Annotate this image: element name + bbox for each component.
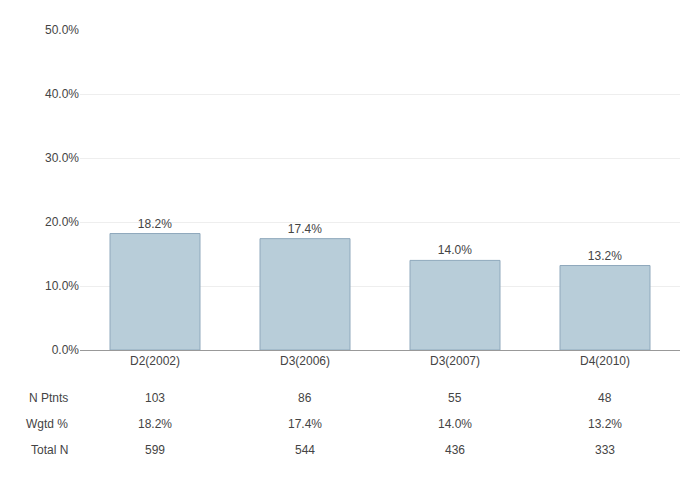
svg-text:599: 599 [145, 443, 165, 457]
svg-text:0.0%: 0.0% [52, 343, 80, 357]
svg-text:D3(2007): D3(2007) [430, 354, 480, 368]
svg-text:D2(2002): D2(2002) [130, 354, 180, 368]
svg-text:48: 48 [598, 391, 612, 405]
svg-text:436: 436 [445, 443, 465, 457]
svg-text:30.0%: 30.0% [45, 151, 79, 165]
svg-text:103: 103 [145, 391, 165, 405]
svg-text:D3(2006): D3(2006) [280, 354, 330, 368]
svg-text:13.2%: 13.2% [588, 417, 622, 431]
svg-text:50.0%: 50.0% [45, 23, 79, 37]
svg-text:N Ptnts: N Ptnts [29, 391, 68, 405]
svg-text:17.4%: 17.4% [288, 417, 322, 431]
svg-text:Total N: Total N [31, 443, 68, 457]
svg-text:13.2%: 13.2% [588, 249, 622, 263]
svg-text:14.0%: 14.0% [438, 417, 472, 431]
svg-text:86: 86 [298, 391, 312, 405]
svg-text:17.4%: 17.4% [288, 222, 322, 236]
svg-text:55: 55 [448, 391, 462, 405]
svg-text:18.2%: 18.2% [138, 417, 172, 431]
svg-text:40.0%: 40.0% [45, 87, 79, 101]
svg-text:10.0%: 10.0% [45, 279, 79, 293]
svg-text:18.2%: 18.2% [138, 217, 172, 231]
svg-text:D4(2010): D4(2010) [580, 354, 630, 368]
svg-text:333: 333 [595, 443, 615, 457]
svg-text:14.0%: 14.0% [438, 243, 472, 257]
svg-text:Wgtd %: Wgtd % [26, 417, 68, 431]
svg-text:20.0%: 20.0% [45, 215, 79, 229]
svg-text:544: 544 [295, 443, 315, 457]
